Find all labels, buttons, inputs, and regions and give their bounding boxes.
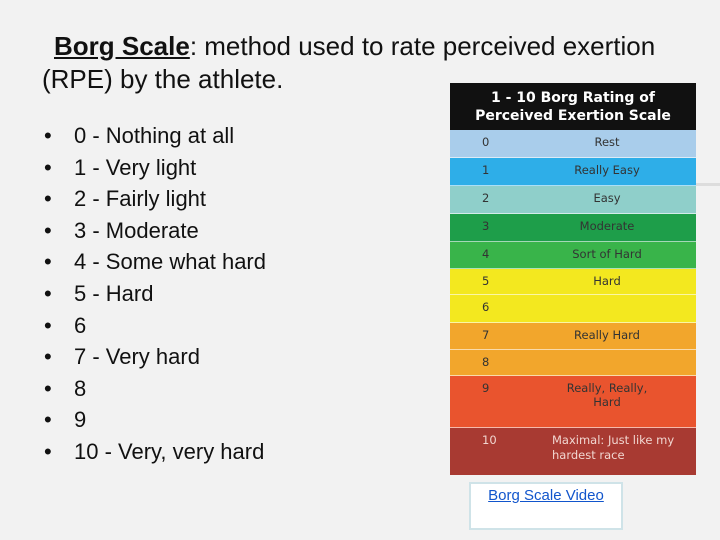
- scale-row-7: 7 Really Hard: [450, 323, 696, 350]
- slide-title: Borg Scale: method used to rate perceive…: [42, 30, 662, 96]
- scale-row-0: 0 Rest: [450, 130, 696, 158]
- bullet-glyph: •: [44, 344, 52, 370]
- scale-row-label: Sort of Hard: [572, 247, 642, 261]
- scale-row-label: Really Hard: [574, 328, 640, 342]
- scale-row-8: 8: [450, 350, 696, 376]
- bullet-glyph: •: [44, 249, 52, 275]
- scale-row-number: 0: [482, 135, 490, 149]
- scale-row-number: 9: [482, 381, 490, 395]
- scale-row-number: 6: [482, 300, 490, 314]
- list-item: • 1 - Very light: [44, 152, 266, 184]
- bullet-glyph: •: [44, 123, 52, 148]
- list-item: • 9: [44, 404, 266, 436]
- scale-row-label: Really, Really, Hard: [566, 381, 648, 409]
- scale-row-label: Really Easy: [574, 163, 640, 177]
- bullet-glyph: •: [44, 280, 52, 306]
- video-box: Borg Scale Video: [469, 482, 623, 530]
- title-heading: Borg Scale: [54, 31, 190, 61]
- bullet-glyph: •: [44, 154, 52, 180]
- bullet-glyph: •: [44, 375, 52, 401]
- edge-tab: [696, 183, 720, 186]
- borg-bullet-list: • 0 - Nothing at all • 1 - Very light • 2 -…: [44, 120, 266, 468]
- list-item: • 4 - Some what hard: [44, 246, 266, 278]
- list-item: • 7 - Very hard: [44, 341, 266, 373]
- scale-row-1: 1 Really Easy: [450, 158, 696, 186]
- borg-scale-video-link[interactable]: Borg Scale Video: [488, 487, 604, 504]
- scale-row-number: 8: [482, 355, 490, 369]
- scale-row-number: 3: [482, 219, 490, 233]
- scale-row-number: 1: [482, 163, 490, 177]
- list-item: • 6: [44, 310, 266, 342]
- scale-row-3: 3 Moderate: [450, 214, 696, 242]
- list-item: • 0 - Nothing at all: [44, 120, 266, 152]
- scale-row-number: 4: [482, 247, 490, 261]
- list-item: • 5 - Hard: [44, 278, 266, 310]
- title-description: : method used to rate perceived exertion…: [42, 31, 656, 94]
- scale-row-label: Rest: [594, 135, 620, 149]
- bullet-glyph: •: [44, 217, 52, 243]
- scale-row-label: Maximal: Just like my hardest race: [552, 433, 675, 462]
- scale-row-number: 2: [482, 191, 490, 205]
- scale-row-label: Moderate: [579, 219, 635, 233]
- scale-row-4: 4 Sort of Hard: [450, 242, 696, 269]
- scale-row-5: 5 Hard: [450, 269, 696, 295]
- scale-row-10: 10 Maximal: Just like my hardest race: [450, 428, 696, 475]
- bullet-glyph: •: [44, 186, 52, 212]
- borg-scale-chart: 1 - 10 Borg Rating of Perceived Exertion…: [450, 83, 696, 475]
- bullet-glyph: •: [44, 407, 52, 433]
- scale-row-label: Easy: [593, 191, 621, 205]
- scale-row-9: 9 Really, Really, Hard: [450, 376, 696, 428]
- scale-header: 1 - 10 Borg Rating of Perceived Exertion…: [450, 83, 696, 130]
- scale-row-6: 6: [450, 295, 696, 323]
- scale-row-number: 10: [482, 433, 497, 447]
- scale-row-label: Hard: [593, 274, 621, 288]
- scale-row-2: 2 Easy: [450, 186, 696, 214]
- bullet-glyph: •: [44, 438, 52, 464]
- list-item: • 10 - Very, very hard: [44, 436, 266, 468]
- list-item: • 8: [44, 373, 266, 405]
- list-item: • 2 - Fairly light: [44, 183, 266, 215]
- bullet-glyph: •: [44, 312, 52, 338]
- scale-row-number: 7: [482, 328, 490, 342]
- scale-title-line2: Perceived Exertion Scale: [475, 108, 671, 124]
- scale-row-number: 5: [482, 274, 490, 288]
- scale-title-line1: 1 - 10 Borg Rating of: [490, 90, 656, 106]
- list-item: • 3 - Moderate: [44, 215, 266, 247]
